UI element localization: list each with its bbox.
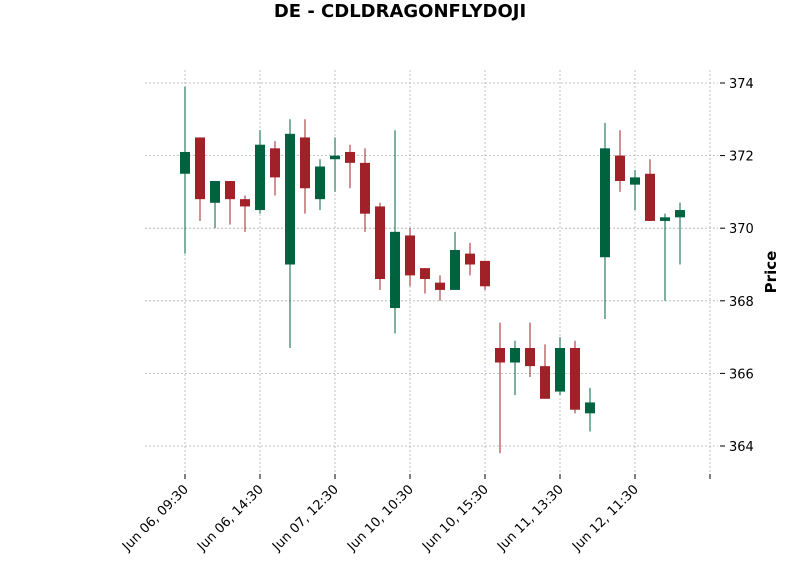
y-tick-label: 370 (729, 222, 754, 237)
candle-body-down (570, 347, 580, 410)
candle-body-up (510, 347, 520, 363)
candle-body-up (180, 151, 190, 174)
candle-body-down (405, 235, 415, 276)
candle-body-up (390, 231, 400, 309)
grid (145, 70, 718, 474)
x-tick-label: Jun 10, 10:30 (344, 482, 417, 555)
y-tick-label: 366 (729, 367, 754, 382)
candle-body-down (480, 260, 490, 287)
candle-body-down (495, 347, 505, 363)
axes: 364 366 368 370 372 374 Jun 06, 09:30 Jun 06, 1… (119, 77, 754, 555)
candle-body-down (615, 155, 625, 182)
candle-body-up (255, 144, 265, 211)
candle-body-up (315, 166, 325, 200)
candle-body-down (195, 137, 205, 200)
candle-body-up (660, 217, 670, 221)
candle-body-down (420, 268, 430, 280)
candle-body-up (210, 181, 220, 203)
candle-body-up (450, 249, 460, 290)
y-axis-label: Price (762, 251, 780, 294)
y-tick-label: 372 (729, 150, 754, 165)
candle-body-down (300, 137, 310, 189)
candle-body-up (675, 210, 685, 218)
y-tick-label: 368 (729, 295, 754, 310)
candle-body-down (345, 151, 355, 163)
y-tick-label: 374 (729, 77, 754, 92)
candle-body-down (360, 162, 370, 214)
candle-body-down (645, 173, 655, 221)
x-tick-label: Jun 07, 12:30 (269, 482, 342, 555)
candle-body-down (435, 282, 445, 290)
candle-body-up (630, 177, 640, 185)
candles (180, 86, 685, 454)
candle-body-down (525, 347, 535, 367)
chart-title: DE - CDLDRAGONFLYDOJI (274, 1, 526, 22)
candle-body-up (285, 133, 295, 265)
candle-body-down (270, 148, 280, 178)
candle-body-down (465, 253, 475, 265)
candle-body-up (555, 347, 565, 392)
x-tick-label: Jun 10, 15:30 (419, 482, 492, 555)
x-tick-label: Jun 12, 11:30 (569, 482, 642, 555)
x-tick-label: Jun 06, 14:30 (194, 482, 267, 555)
candle-body-down (225, 181, 235, 200)
candle-body-down (240, 199, 250, 207)
y-tick-label: 364 (729, 440, 754, 455)
candle-body-up (600, 148, 610, 258)
candle-body-up (330, 155, 340, 160)
candle-body-down (375, 206, 385, 280)
x-tick-label: Jun 11, 13:30 (494, 482, 567, 555)
candle-body-down (540, 366, 550, 399)
x-tick-label: Jun 06, 09:30 (119, 482, 192, 555)
candle-body-up (585, 402, 595, 414)
